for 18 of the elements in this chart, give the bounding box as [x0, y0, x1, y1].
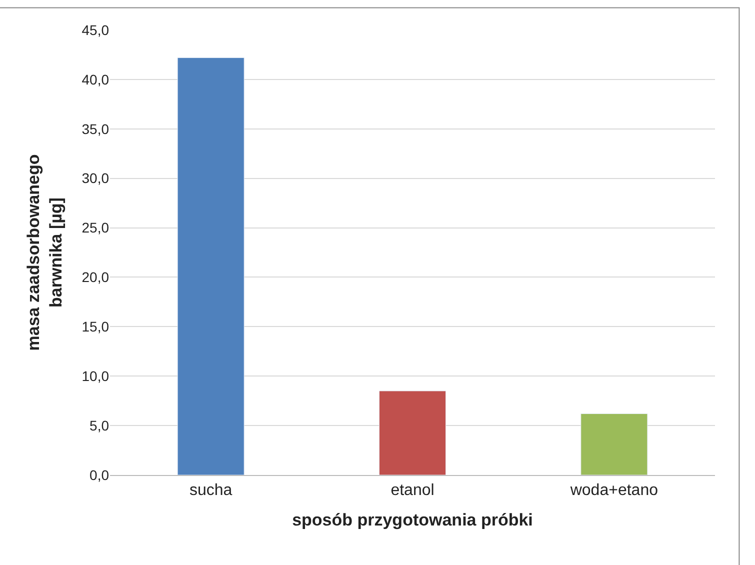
- y-tick-label: 20,0: [82, 269, 110, 286]
- y-tick-label: 5,0: [90, 417, 110, 434]
- y-tick-label: 15,0: [82, 318, 110, 335]
- y-tick-label: 30,0: [82, 170, 110, 186]
- x-tick-label: woda+etano: [569, 482, 658, 500]
- x-axis-title: sposób przygotowania próbki: [292, 510, 533, 530]
- bar: [378, 390, 446, 475]
- bar: [177, 57, 244, 475]
- y-tick-label: 10,0: [82, 368, 110, 384]
- x-tick-label: sucha: [189, 482, 232, 500]
- x-tick-label: etanol: [390, 482, 434, 500]
- y-tick-label: 0,0: [90, 466, 110, 483]
- bar: [580, 413, 648, 475]
- y-tick-label: 25,0: [82, 220, 110, 236]
- y-tick-label: 45,0: [82, 22, 110, 38]
- y-tick-label: 40,0: [82, 71, 110, 88]
- y-axis-title: masa zaadsorbowanego barwnika [µg]: [24, 154, 66, 351]
- y-tick-label: 35,0: [82, 120, 110, 137]
